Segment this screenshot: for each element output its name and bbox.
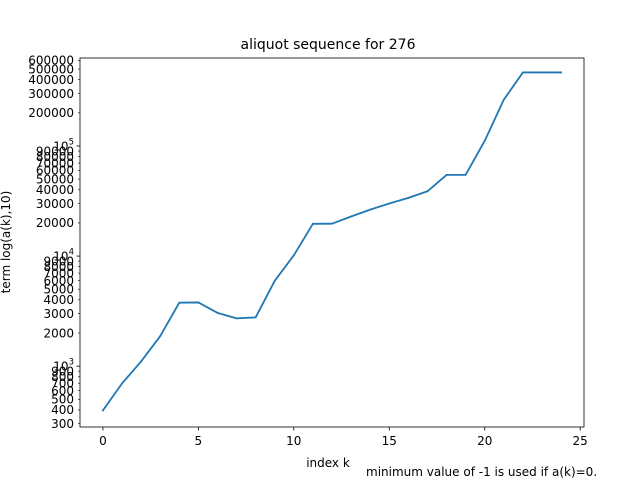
y-tick-label: 600 xyxy=(51,384,74,398)
y-tick-label: 70000 xyxy=(36,156,74,170)
y-axis: 3004005006007008009002000300040005000600… xyxy=(28,54,80,431)
x-tick-label: 0 xyxy=(99,434,107,448)
x-axis-label: index k xyxy=(306,456,350,470)
x-tick-label: 10 xyxy=(286,434,301,448)
y-tick-label: 400 xyxy=(51,403,74,417)
y-tick-label: 8000 xyxy=(43,260,74,274)
y-tick-label: 500 xyxy=(51,393,74,407)
data-point xyxy=(560,71,562,74)
y-major-tick-exponent: 5 xyxy=(69,137,74,147)
data-point xyxy=(292,254,295,257)
y-tick-label: 20000 xyxy=(36,216,74,230)
data-point xyxy=(483,139,486,142)
data-point xyxy=(541,71,543,74)
x-tick-label: 25 xyxy=(573,434,588,448)
y-tick-label: 50000 xyxy=(36,172,74,186)
data-point xyxy=(216,311,219,314)
y-tick-label: 300 xyxy=(51,417,74,431)
footnote: minimum value of -1 is used if a(k)=0. xyxy=(366,465,597,479)
y-major-tick-base: 10 xyxy=(53,249,68,263)
data-point xyxy=(426,190,429,193)
y-tick-label: 3000 xyxy=(43,307,74,321)
y-tick-label: 900 xyxy=(51,364,74,378)
y-major-tick-exponent: 4 xyxy=(69,247,74,257)
y-tick-label: 400000 xyxy=(28,73,74,87)
y-major-tick-label: 103 xyxy=(53,357,74,373)
x-tick-label: 5 xyxy=(195,434,203,448)
y-tick-label: 600000 xyxy=(28,54,74,68)
y-tick-label: 90000 xyxy=(36,144,74,158)
chart-title: aliquot sequence for 276 xyxy=(241,37,416,53)
data-point xyxy=(464,173,467,176)
data-point xyxy=(445,173,448,176)
y-tick-label: 800 xyxy=(51,370,74,384)
data-point xyxy=(369,208,372,211)
data-point xyxy=(388,202,391,205)
y-tick-label: 60000 xyxy=(36,164,74,178)
y-tick-label: 7000 xyxy=(43,266,74,280)
y-major-tick-label: 104 xyxy=(53,247,74,263)
y-major-tick-base: 10 xyxy=(53,139,68,153)
x-axis: 0 5 10 15 20 25 xyxy=(99,427,588,448)
data-point xyxy=(102,409,104,412)
y-major-tick-label: 105 xyxy=(53,137,74,153)
data-point xyxy=(178,301,181,304)
y-tick-label: 700 xyxy=(51,376,74,390)
y-tick-label: 6000 xyxy=(43,274,74,288)
y-tick-label: 300000 xyxy=(28,87,74,101)
data-point xyxy=(159,335,162,338)
data-point xyxy=(331,222,333,225)
data-point xyxy=(235,317,238,320)
data-point xyxy=(350,215,352,218)
x-tick-label: 20 xyxy=(477,434,492,448)
chart-marks xyxy=(101,71,562,412)
data-point xyxy=(502,98,505,101)
data-point xyxy=(140,360,142,363)
y-tick-label: 2000 xyxy=(43,326,74,340)
y-tick-label: 5000 xyxy=(43,283,74,297)
y-tick-label: 4000 xyxy=(43,293,74,307)
data-point xyxy=(522,71,524,74)
y-major-tick-base: 10 xyxy=(53,359,68,373)
x-tick-label: 15 xyxy=(382,434,397,448)
data-point xyxy=(121,382,123,385)
y-major-tick-exponent: 3 xyxy=(69,357,74,367)
data-point xyxy=(254,316,257,319)
y-tick-label: 9000 xyxy=(43,254,74,268)
y-tick-label: 80000 xyxy=(36,150,74,164)
data-point xyxy=(197,301,200,304)
plot-frame xyxy=(79,57,585,428)
data-point xyxy=(312,222,314,225)
data-point xyxy=(407,196,410,199)
y-axis-label: term log(a(k),10) xyxy=(0,191,13,294)
y-tick-label: 200000 xyxy=(28,106,74,120)
y-tick-label: 500000 xyxy=(28,62,74,76)
data-point xyxy=(273,279,276,282)
y-tick-label: 30000 xyxy=(36,197,74,211)
y-tick-label: 40000 xyxy=(36,183,74,197)
